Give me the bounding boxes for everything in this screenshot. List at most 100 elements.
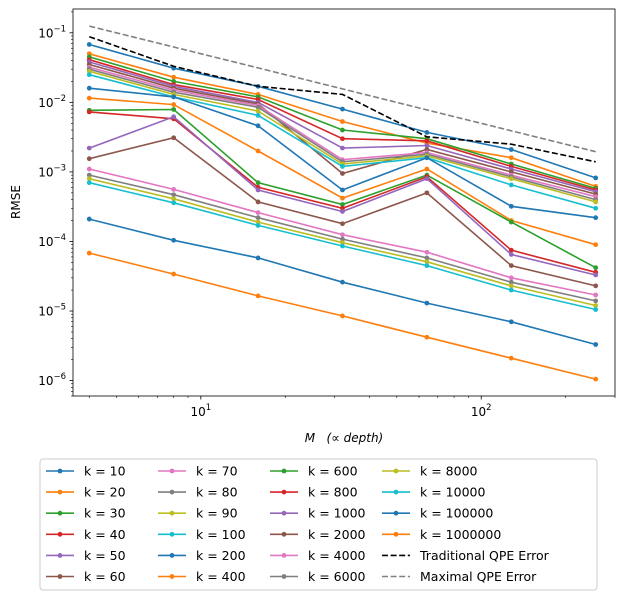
y-tick-label-base: 10 xyxy=(38,26,53,40)
legend-marker xyxy=(57,489,63,495)
legend-label: k = 70 xyxy=(196,464,238,479)
x-tick-label-base: 10 xyxy=(190,405,205,419)
legend-entry-k-80: k = 80 xyxy=(158,485,238,500)
plot-frame xyxy=(72,8,616,397)
legend-marker xyxy=(393,468,399,474)
legend-entry-k-20: k = 20 xyxy=(46,485,126,500)
legend-label: k = 1000000 xyxy=(420,527,501,542)
legend-marker xyxy=(169,553,175,558)
legend-marker xyxy=(169,468,175,474)
data-point xyxy=(255,255,261,261)
y-tick-label-base: 10 xyxy=(38,96,53,110)
data-point xyxy=(171,94,177,100)
data-point xyxy=(86,180,92,186)
legend-marker xyxy=(281,489,287,495)
legend-entry-maximal-qpe-error: Maximal QPE Error xyxy=(382,569,537,584)
legend-label: k = 600 xyxy=(308,464,358,479)
data-point xyxy=(593,292,599,298)
data-point xyxy=(255,199,261,205)
data-point xyxy=(171,114,177,120)
legend-entry-k-10: k = 10 xyxy=(46,464,126,479)
data-point xyxy=(340,202,345,207)
data-point xyxy=(340,240,345,246)
y-axis-label: RMSE xyxy=(9,185,23,219)
legend-label: k = 6000 xyxy=(308,569,366,584)
legend-entry-k-100000: k = 100000 xyxy=(382,506,493,521)
y-tick-label: 10−2 xyxy=(38,94,66,110)
legend-entry-k-90: k = 90 xyxy=(158,506,238,521)
data-point xyxy=(593,199,599,205)
data-point xyxy=(508,203,514,209)
data-point xyxy=(340,187,345,193)
data-point xyxy=(424,255,430,261)
data-point xyxy=(593,242,599,248)
data-point xyxy=(593,298,599,304)
data-point xyxy=(424,166,430,172)
legend-marker xyxy=(281,510,287,516)
legend-marker xyxy=(57,553,63,558)
legend-marker xyxy=(169,574,175,579)
y-tick-label-exp: −5 xyxy=(53,303,66,313)
legend-label: k = 50 xyxy=(84,548,126,563)
data-point xyxy=(508,252,514,257)
legend-entry-k-1000: k = 1000 xyxy=(270,506,366,521)
series-k-6000 xyxy=(86,172,599,304)
data-point xyxy=(86,172,92,178)
data-point xyxy=(508,283,514,289)
data-point xyxy=(255,180,261,186)
legend-label: Maximal QPE Error xyxy=(420,569,537,584)
legend-marker xyxy=(281,468,287,474)
legend-marker xyxy=(281,553,287,558)
y-tick-label-exp: −1 xyxy=(53,24,66,34)
data-point xyxy=(508,279,514,285)
data-point xyxy=(86,250,92,256)
legend-entry-k-2000: k = 2000 xyxy=(270,527,366,542)
data-point xyxy=(255,215,261,221)
x-tick-label: 102 xyxy=(471,403,492,419)
series-line xyxy=(89,25,596,153)
data-point xyxy=(86,176,92,182)
data-point xyxy=(340,145,345,151)
data-point xyxy=(86,95,92,101)
y-tick-label: 10−1 xyxy=(38,24,66,40)
data-point xyxy=(255,148,261,154)
data-point xyxy=(255,108,261,114)
legend-marker xyxy=(57,468,63,474)
y-tick-label: 10−5 xyxy=(38,303,66,319)
x-tick-label-exp: 1 xyxy=(206,403,211,413)
data-point xyxy=(86,68,92,74)
legend-entry-k-200: k = 200 xyxy=(158,548,246,563)
series-line xyxy=(89,35,596,163)
data-point xyxy=(340,164,345,169)
data-point xyxy=(424,259,430,265)
legend-marker xyxy=(393,531,399,537)
legend-entry-k-8000: k = 8000 xyxy=(382,464,478,479)
data-point xyxy=(255,104,261,110)
legend-marker xyxy=(393,489,399,495)
data-point xyxy=(340,236,345,242)
data-point xyxy=(340,313,345,319)
y-tick-label-base: 10 xyxy=(38,165,53,179)
data-point xyxy=(424,190,430,196)
y-tick-label: 10−4 xyxy=(38,233,66,249)
data-point xyxy=(508,147,514,152)
data-point xyxy=(424,176,430,182)
data-point xyxy=(255,187,261,193)
data-point xyxy=(255,293,261,299)
data-point xyxy=(593,303,599,308)
data-point xyxy=(340,119,345,124)
data-point xyxy=(86,42,92,47)
legend-label: k = 100000 xyxy=(420,506,493,521)
data-point xyxy=(171,135,177,141)
data-point xyxy=(593,175,599,181)
y-tick-label: 10−3 xyxy=(38,163,66,179)
data-point xyxy=(255,219,261,225)
legend-entry-k-50: k = 50 xyxy=(46,548,126,563)
data-point xyxy=(340,232,345,238)
y-tick-label-exp: −6 xyxy=(53,372,66,382)
legend-label: k = 90 xyxy=(196,506,238,521)
x-axis-label: M (∝ depth) xyxy=(305,431,383,445)
legend-entry-traditional-qpe-error: Traditional QPE Error xyxy=(382,548,550,563)
legend-entry-k-1000000: k = 1000000 xyxy=(382,527,501,542)
